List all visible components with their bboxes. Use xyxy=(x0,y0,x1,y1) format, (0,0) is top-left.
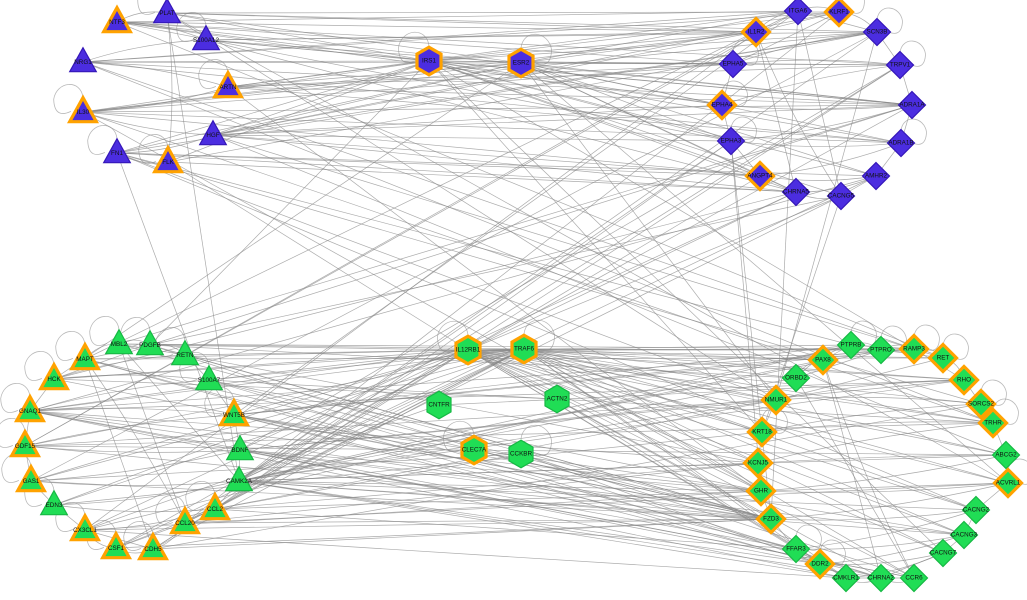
svg-text:MBL2: MBL2 xyxy=(111,341,128,348)
svg-text:ITGA6: ITGA6 xyxy=(789,8,808,15)
svg-text:SORCS2: SORCS2 xyxy=(968,401,994,408)
svg-text:DDR2: DDR2 xyxy=(811,561,829,568)
svg-text:NTF3: NTF3 xyxy=(109,19,125,26)
svg-text:NRG1: NRG1 xyxy=(74,59,92,66)
svg-text:CACNG7: CACNG7 xyxy=(930,550,957,557)
svg-text:PTPRO: PTPRO xyxy=(870,347,892,354)
svg-text:CACNG2: CACNG2 xyxy=(963,507,990,514)
svg-text:IL12RB1: IL12RB1 xyxy=(456,347,481,354)
svg-text:CACNG3: CACNG3 xyxy=(951,532,978,539)
svg-text:KRT18: KRT18 xyxy=(752,429,772,436)
svg-text:CCL20: CCL20 xyxy=(175,520,195,527)
svg-text:IRS1: IRS1 xyxy=(422,58,436,65)
svg-text:ADRA1A: ADRA1A xyxy=(899,102,925,109)
svg-text:EPHA4: EPHA4 xyxy=(712,102,733,109)
svg-text:CNTFR: CNTFR xyxy=(428,402,450,409)
svg-text:HCK: HCK xyxy=(47,376,61,383)
svg-text:PDGFB: PDGFB xyxy=(139,342,161,349)
svg-text:GDF15: GDF15 xyxy=(15,443,36,450)
svg-text:SCN3B: SCN3B xyxy=(867,29,888,36)
svg-text:FN1: FN1 xyxy=(111,150,123,157)
svg-text:RETN: RETN xyxy=(176,352,194,359)
svg-text:CSF1: CSF1 xyxy=(108,545,125,552)
svg-text:RET: RET xyxy=(937,355,950,362)
svg-text:PTPRB: PTPRB xyxy=(841,342,862,349)
svg-text:CHRNA2: CHRNA2 xyxy=(868,575,894,582)
svg-text:KLRF1: KLRF1 xyxy=(829,9,849,16)
svg-text:ABCG2: ABCG2 xyxy=(995,452,1017,459)
svg-text:CHRNA5: CHRNA5 xyxy=(783,189,809,196)
svg-text:FZD3: FZD3 xyxy=(763,516,779,523)
svg-text:EPHA5: EPHA5 xyxy=(723,61,744,68)
svg-text:PAX8: PAX8 xyxy=(815,357,831,364)
svg-text:IL30: IL30 xyxy=(77,109,90,116)
svg-text:GHR: GHR xyxy=(754,488,768,495)
svg-text:CLEC7A: CLEC7A xyxy=(462,447,487,454)
svg-text:FLK: FLK xyxy=(162,159,174,166)
svg-text:PLAT: PLAT xyxy=(159,10,174,17)
svg-text:GAS1: GAS1 xyxy=(23,478,40,485)
svg-text:KCNJ5: KCNJ5 xyxy=(748,460,768,467)
svg-text:HGF: HGF xyxy=(206,132,219,139)
svg-text:ACVRL1: ACVRL1 xyxy=(996,480,1021,487)
svg-text:TRPV1: TRPV1 xyxy=(890,62,911,69)
svg-text:ACTN2: ACTN2 xyxy=(547,396,568,403)
svg-text:CCL2: CCL2 xyxy=(207,506,224,513)
svg-text:CAMK2A: CAMK2A xyxy=(226,478,253,485)
svg-text:CX3CL1: CX3CL1 xyxy=(73,527,97,534)
svg-text:ARTN: ARTN xyxy=(219,84,236,91)
svg-text:BDNF: BDNF xyxy=(231,447,248,454)
svg-text:TRAF6: TRAF6 xyxy=(514,346,534,353)
svg-text:CDH5: CDH5 xyxy=(144,546,162,553)
svg-text:CCR6: CCR6 xyxy=(905,575,923,582)
svg-text:ORBD2: ORBD2 xyxy=(785,375,807,382)
svg-text:TRHR: TRHR xyxy=(984,420,1002,427)
svg-text:EPHA3: EPHA3 xyxy=(721,138,742,145)
svg-text:ESR2: ESR2 xyxy=(513,60,530,67)
svg-text:ANGPT4: ANGPT4 xyxy=(747,173,773,180)
svg-text:ADRA1B: ADRA1B xyxy=(888,140,913,147)
svg-text:S100A7: S100A7 xyxy=(198,377,221,384)
svg-text:MAPT: MAPT xyxy=(76,356,94,363)
svg-text:GNAQ1: GNAQ1 xyxy=(19,408,42,415)
svg-text:CCKBR: CCKBR xyxy=(510,451,532,458)
svg-text:RAMP3: RAMP3 xyxy=(903,346,925,353)
svg-text:WNT5B: WNT5B xyxy=(223,412,245,419)
svg-text:CMKLR1: CMKLR1 xyxy=(833,575,859,582)
svg-text:EDN3: EDN3 xyxy=(46,502,63,509)
svg-text:AMHR2: AMHR2 xyxy=(865,173,888,180)
svg-text:RHO: RHO xyxy=(957,377,971,384)
svg-text:NMUR1: NMUR1 xyxy=(765,397,788,404)
svg-text:FFAR3: FFAR3 xyxy=(786,546,806,553)
svg-text:IL1R2: IL1R2 xyxy=(748,29,765,36)
svg-text:CACNG5: CACNG5 xyxy=(828,193,855,200)
svg-text:S100A12: S100A12 xyxy=(193,37,219,44)
